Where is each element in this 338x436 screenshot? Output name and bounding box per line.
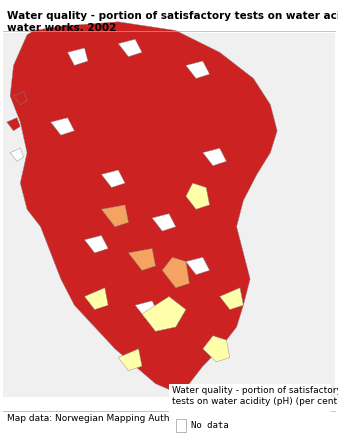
Polygon shape	[186, 183, 210, 209]
Polygon shape	[152, 214, 176, 231]
Polygon shape	[7, 118, 20, 131]
Polygon shape	[220, 288, 243, 310]
Polygon shape	[203, 336, 230, 362]
Polygon shape	[51, 118, 74, 135]
Text: No data: No data	[191, 421, 228, 429]
Polygon shape	[118, 39, 142, 57]
Text: Map data: Norwegian Mapping Authority.: Map data: Norwegian Mapping Authority.	[7, 414, 192, 423]
Polygon shape	[186, 257, 210, 275]
Bar	[169, 384, 331, 436]
Polygon shape	[203, 148, 226, 166]
Polygon shape	[68, 48, 88, 65]
Polygon shape	[10, 22, 277, 392]
Polygon shape	[10, 148, 24, 161]
Text: Water quality - portion of satisfactory
tests on water acidity (pH) (per cent): Water quality - portion of satisfactory …	[172, 386, 338, 406]
Polygon shape	[84, 235, 108, 253]
Polygon shape	[162, 257, 189, 288]
Polygon shape	[118, 349, 142, 371]
Polygon shape	[128, 249, 155, 270]
Polygon shape	[101, 205, 128, 227]
Polygon shape	[135, 301, 159, 318]
Text: Water quality - portion of satisfactory tests on water acidity (pH) in municipal: Water quality - portion of satisfactory …	[7, 11, 338, 33]
Polygon shape	[186, 61, 210, 78]
Bar	[176, 419, 186, 432]
Polygon shape	[84, 288, 108, 310]
Polygon shape	[14, 92, 27, 105]
Bar	[3, 33, 335, 397]
Polygon shape	[101, 170, 125, 187]
Polygon shape	[142, 296, 186, 331]
